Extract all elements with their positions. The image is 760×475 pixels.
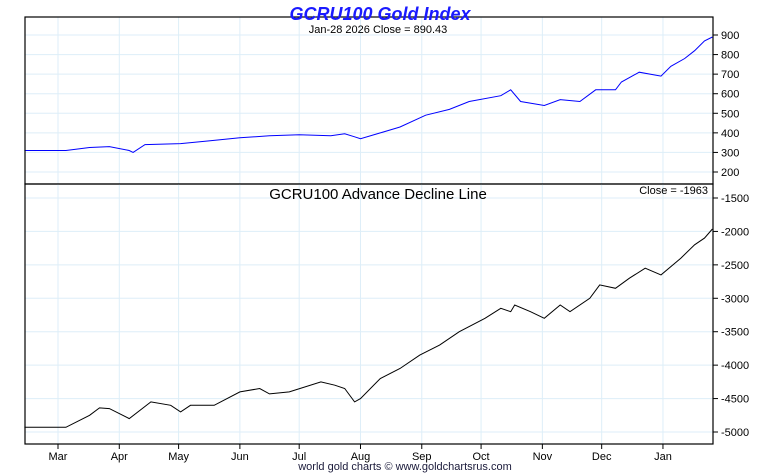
- close-label: Jan-28 2026 Close = 890.43: [309, 24, 448, 36]
- y-tick-label: -4000: [721, 360, 749, 372]
- y-tick-label: -4500: [721, 394, 749, 406]
- y-tick-label: -5000: [721, 427, 749, 439]
- y-tick-label: 600: [721, 89, 739, 101]
- x-tick-label: Oct: [473, 451, 490, 463]
- x-tick-label: Apr: [111, 451, 128, 463]
- x-tick-label: Sep: [412, 451, 432, 463]
- y-tick-label: 800: [721, 50, 739, 62]
- x-tick-label: Mar: [49, 451, 68, 463]
- y-tick-label: -1500: [721, 193, 749, 205]
- gold-index-line: [24, 36, 713, 153]
- y-tick-label: -2000: [721, 226, 749, 238]
- plot-frame: [24, 183, 714, 445]
- x-tick-label: Jun: [231, 451, 249, 463]
- y-tick-label: 900: [721, 30, 739, 42]
- y-tick-label: 700: [721, 69, 739, 81]
- x-tick-label: Nov: [533, 451, 553, 463]
- y-tick-label: 300: [721, 147, 739, 159]
- y-tick-label: 500: [721, 108, 739, 120]
- y-tick-label: -2500: [721, 260, 749, 272]
- x-tick-label: Jan: [654, 451, 672, 463]
- y-tick-label: 400: [721, 128, 739, 140]
- panel-title: GCRU100 Advance Decline Line: [269, 186, 487, 203]
- close-label: Close = -1963: [639, 185, 708, 197]
- plot-frame: [24, 16, 714, 185]
- y-tick-label: 200: [721, 167, 739, 179]
- x-tick-label: May: [168, 451, 189, 463]
- y-tick-label: -3500: [721, 327, 749, 339]
- y-tick-label: -3000: [721, 293, 749, 305]
- x-tick-label: Dec: [592, 451, 612, 463]
- x-tick-label: Aug: [351, 451, 371, 463]
- x-tick-label: Jul: [292, 451, 306, 463]
- chart-title: GCRU100 Gold Index: [289, 4, 471, 24]
- footer-credit: world gold charts © www.goldchartsrus.co…: [298, 461, 512, 473]
- advance-decline-line: [24, 228, 713, 428]
